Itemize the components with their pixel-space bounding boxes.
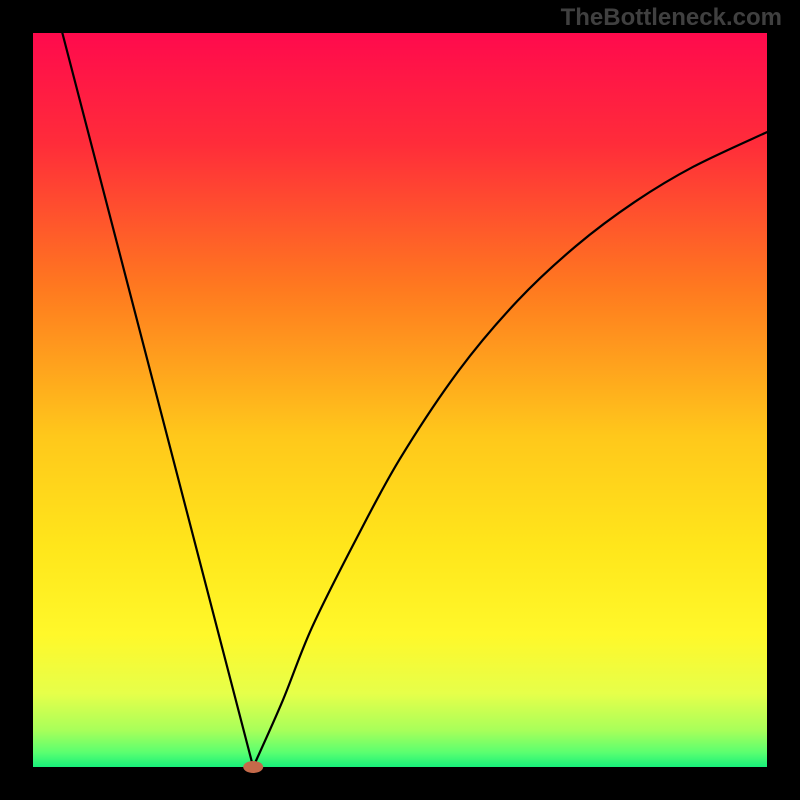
watermark-label: TheBottleneck.com bbox=[561, 4, 782, 32]
gradient-background bbox=[33, 33, 767, 767]
chart-stage: TheBottleneck.com bbox=[0, 0, 800, 800]
bottleneck-chart bbox=[0, 0, 800, 800]
optimal-point-marker bbox=[243, 761, 263, 773]
